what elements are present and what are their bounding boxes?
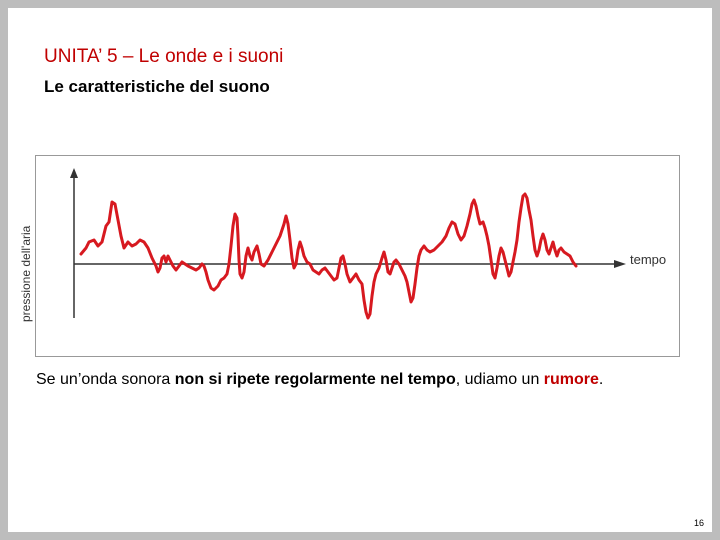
- slide-title: UNITA’ 5 – Le onde e i suoni: [44, 46, 284, 67]
- noise-wave-svg: [70, 168, 626, 320]
- slide-subtitle: Le caratteristiche del suono: [44, 77, 270, 96]
- noise-waveform: [79, 192, 578, 320]
- y-axis-label: pressione dell'aria: [19, 225, 33, 322]
- caption-part-3: , udiamo un: [455, 371, 544, 388]
- caption-part-1: Se un’onda sonora: [36, 371, 175, 388]
- caption-keyword: rumore: [543, 371, 599, 388]
- caption: Se un’onda sonora non si ripete regolarm…: [36, 371, 603, 389]
- caption-emphasis: non si ripete regolarmente nel tempo: [174, 371, 456, 388]
- page-number: 16: [693, 518, 704, 528]
- caption-part-5: .: [598, 371, 604, 388]
- slide: UNITA’ 5 – Le onde e i suoni Le caratter…: [8, 8, 712, 532]
- x-axis-arrow-icon: [614, 260, 626, 268]
- x-axis-label: tempo: [630, 252, 667, 267]
- y-axis-arrow-icon: [70, 168, 78, 178]
- noise-wave-figure: tempo: [35, 155, 680, 357]
